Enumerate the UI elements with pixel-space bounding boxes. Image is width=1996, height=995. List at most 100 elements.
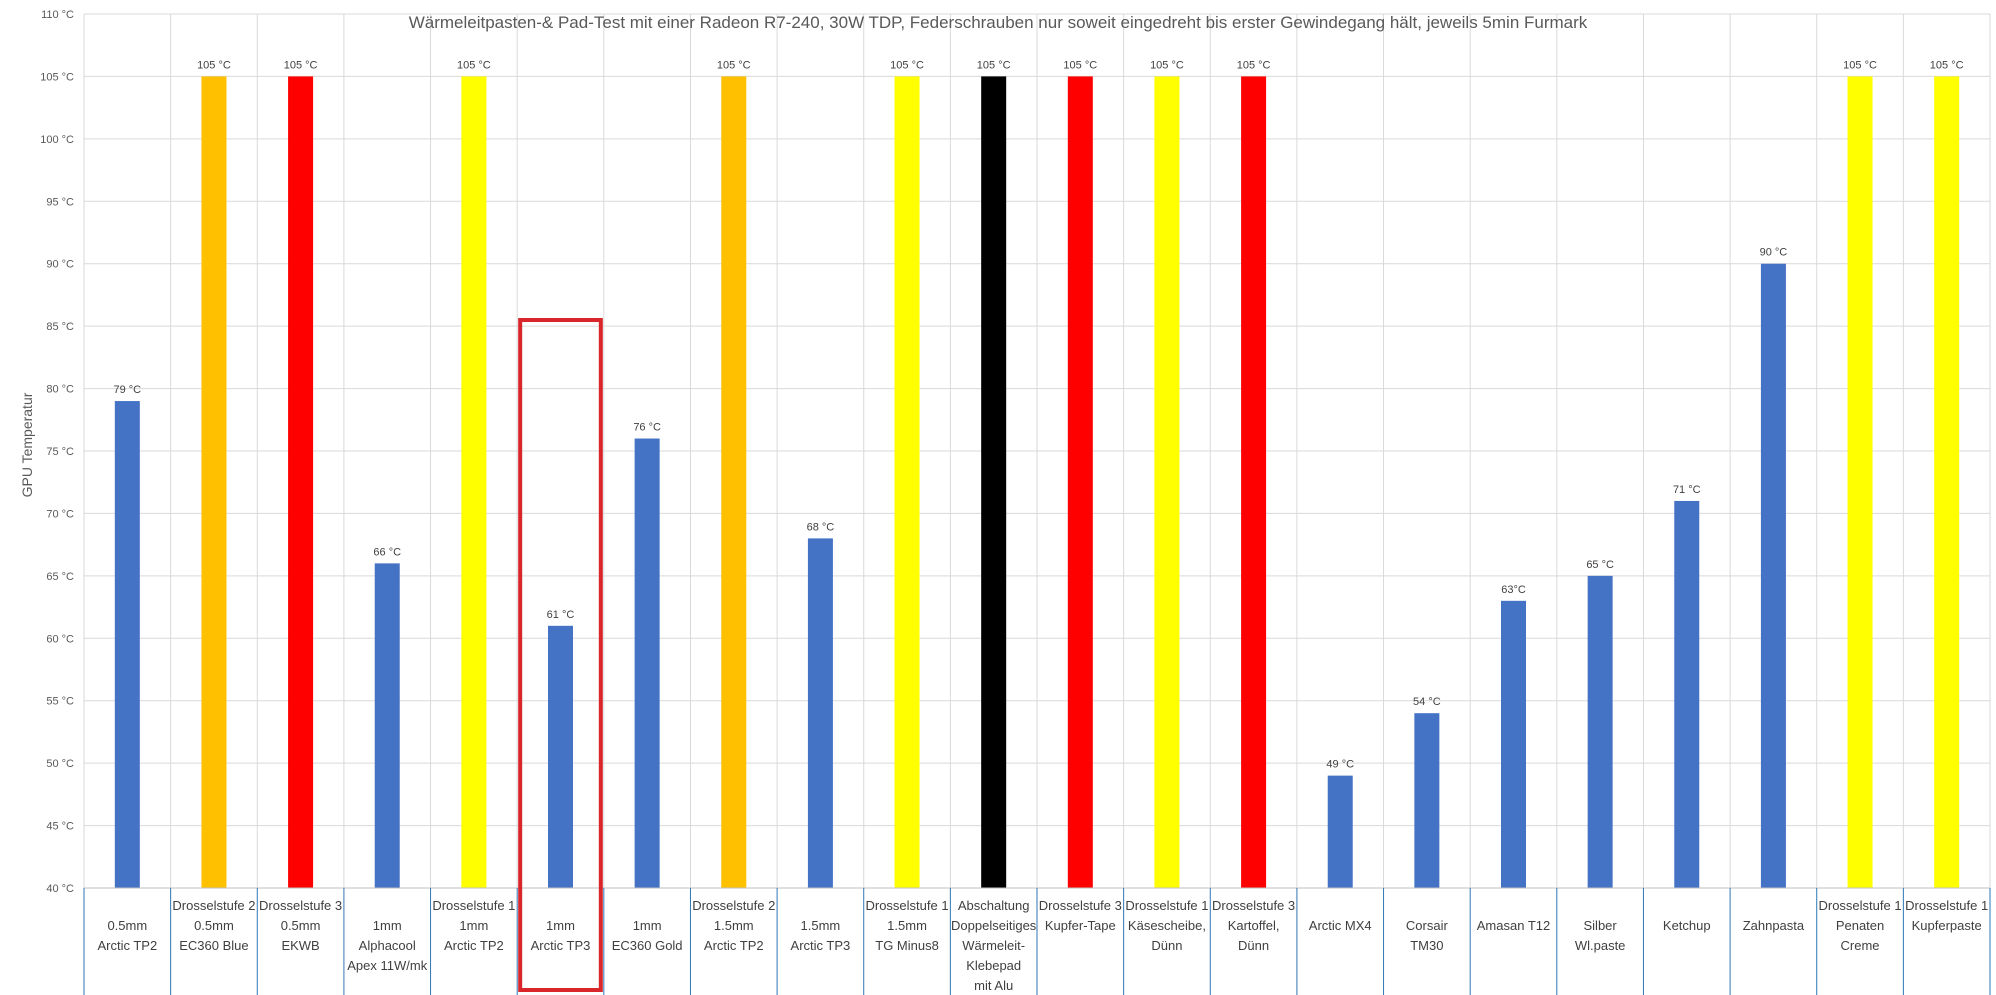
data-label: 68 °C <box>807 521 835 533</box>
data-label: 66 °C <box>373 546 401 558</box>
bar <box>981 76 1007 888</box>
category-label: Arctic TP3 <box>791 938 851 953</box>
category-label: Klebepad <box>966 958 1021 973</box>
data-label: 105 °C <box>284 59 318 71</box>
category-label: Corsair <box>1406 918 1449 933</box>
category-label: Drosselstufe 1 <box>1818 898 1901 913</box>
data-label: 105 °C <box>717 59 751 71</box>
category-label: 1mm <box>459 918 488 933</box>
bar <box>807 538 833 888</box>
bar <box>461 76 487 888</box>
category-label: Drosselstufe 2 <box>692 898 775 913</box>
y-tick-label: 100 °C <box>40 134 74 146</box>
category-label: Kupferpaste <box>1912 918 1982 933</box>
category-label: Apex 11W/mk <box>347 958 427 973</box>
bar <box>548 625 573 888</box>
category-label: Arctic TP2 <box>704 938 764 953</box>
category-label: TG Minus8 <box>875 938 939 953</box>
bar <box>201 76 227 888</box>
bar <box>1501 600 1526 888</box>
y-tick-label: 80 °C <box>46 384 74 396</box>
category-label: EC360 Gold <box>612 938 683 953</box>
category-label: Drosselstufe 3 <box>259 898 342 913</box>
bar <box>721 76 747 888</box>
bar <box>1587 575 1613 888</box>
y-tick-label: 65 °C <box>46 571 74 583</box>
category-label: Arctic TP3 <box>531 938 591 953</box>
category-label: 1.5mm <box>887 918 927 933</box>
category-label: Alphacool <box>359 938 416 953</box>
data-label: 63°C <box>1501 584 1526 596</box>
bar <box>1154 76 1180 888</box>
category-label: Dünn <box>1151 938 1182 953</box>
gridlines <box>83 13 1991 889</box>
data-label: 79 °C <box>113 384 141 396</box>
y-tick-label: 85 °C <box>46 321 74 333</box>
data-label: 61 °C <box>547 609 575 621</box>
data-label: 105 °C <box>1063 59 1097 71</box>
bar <box>1674 500 1700 888</box>
category-label: EKWB <box>281 938 319 953</box>
bar <box>1327 775 1353 888</box>
data-labels: 79 °C 105 °C 105 °C 66 °C 105 °C 61 °C 76 °C 10… <box>113 59 1963 770</box>
data-label: 71 °C <box>1673 484 1701 496</box>
category-label: Arctic TP2 <box>97 938 157 953</box>
bars <box>114 76 1960 888</box>
category-table: 0.5mm Arctic TP2 Drosselstufe 2 0.5mm EC360 … <box>83 887 1991 995</box>
data-label: 105 °C <box>977 59 1011 71</box>
data-label: 76 °C <box>633 422 661 434</box>
bar <box>1067 76 1093 888</box>
bar <box>1241 76 1267 888</box>
bar <box>894 76 920 888</box>
data-label: 105 °C <box>1843 59 1877 71</box>
y-axis-label: GPU Temperatur <box>19 392 35 497</box>
y-tick-label: 60 °C <box>46 633 74 645</box>
category-label: 1mm <box>546 918 575 933</box>
category-label: Abschaltung <box>958 898 1030 913</box>
category-label: Creme <box>1841 938 1880 953</box>
y-tick-label: 55 °C <box>46 696 74 708</box>
data-label: 105 °C <box>1237 59 1271 71</box>
bar <box>1414 713 1440 888</box>
data-label: 54 °C <box>1413 696 1441 708</box>
bar <box>114 401 140 888</box>
y-tick-label: 95 °C <box>46 196 74 208</box>
bar <box>634 438 660 888</box>
category-label: Silber <box>1584 918 1618 933</box>
data-label: 105 °C <box>1150 59 1184 71</box>
category-label: TM30 <box>1410 938 1443 953</box>
y-tick-label: 90 °C <box>46 259 74 271</box>
category-label: EC360 Blue <box>179 938 248 953</box>
category-label: Käsescheibe, <box>1128 918 1206 933</box>
category-label: Drosselstufe 3 <box>1039 898 1122 913</box>
bar <box>1760 263 1786 888</box>
bar <box>1934 76 1960 888</box>
highlight-box-group <box>518 318 603 992</box>
data-label: 65 °C <box>1586 559 1614 571</box>
category-label: Drosselstufe 1 <box>1125 898 1208 913</box>
category-label: Drosselstufe 1 <box>865 898 948 913</box>
category-label: Drosselstufe 2 <box>172 898 255 913</box>
category-label: Wl.paste <box>1575 938 1626 953</box>
category-label: Zahnpasta <box>1743 918 1805 933</box>
category-label: 1mm <box>373 918 402 933</box>
category-label: 1mm <box>633 918 662 933</box>
category-label: 0.5mm <box>194 918 234 933</box>
category-label: Kupfer-Tape <box>1045 918 1116 933</box>
category-label: 1.5mm <box>714 918 754 933</box>
y-axis-ticks: 40 °C 45 °C 50 °C 55 °C 60 °C 65 °C 70 °C 75 °C… <box>40 9 74 895</box>
category-label: Amasan T12 <box>1477 918 1550 933</box>
category-label: mit Alu <box>974 978 1013 993</box>
data-label: 105 °C <box>457 59 491 71</box>
category-label: Drosselstufe 3 <box>1212 898 1295 913</box>
category-label: Doppelseitiges <box>951 918 1037 933</box>
y-tick-label: 40 °C <box>46 883 74 895</box>
category-label: Arctic MX4 <box>1309 918 1372 933</box>
category-label: Ketchup <box>1663 918 1711 933</box>
bar <box>374 563 400 888</box>
data-label: 105 °C <box>1930 59 1964 71</box>
category-label: Drosselstufe 1 <box>432 898 515 913</box>
y-tick-label: 110 °C <box>41 9 74 21</box>
category-label: Wärmeleit- <box>962 938 1025 953</box>
y-tick-label: 70 °C <box>46 508 74 520</box>
